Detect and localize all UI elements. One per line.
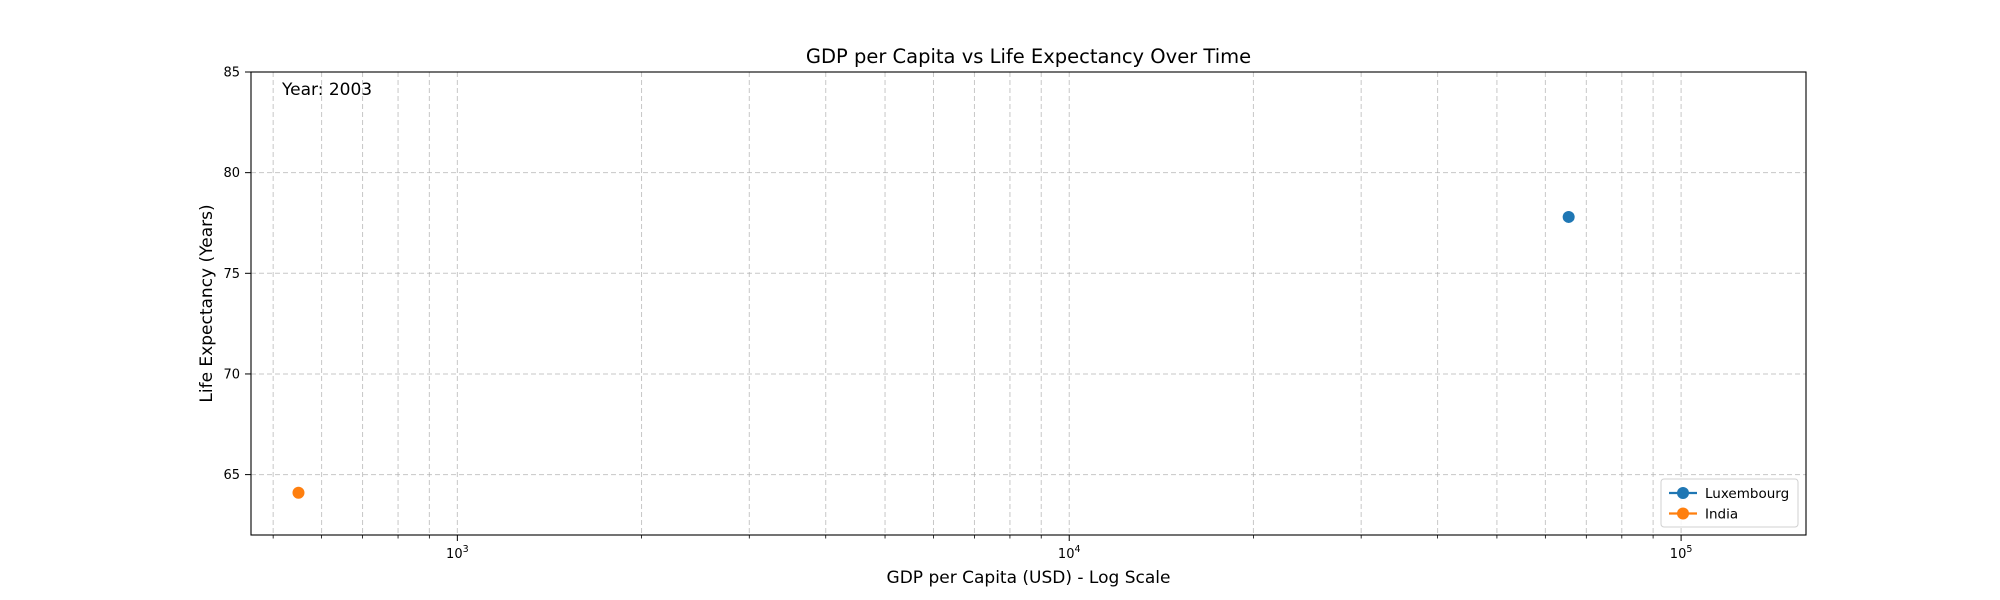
- x-tick-label: 105: [1670, 544, 1693, 562]
- plot-area: [250, 71, 1807, 536]
- y-tick-label: 80: [223, 166, 240, 181]
- legend: Luxembourg India: [1660, 478, 1799, 528]
- legend-label-india: India: [1705, 507, 1738, 523]
- legend-marker-india: [1677, 507, 1689, 520]
- data-point-luxembourg: [1562, 210, 1575, 223]
- x-tick-label: 103: [446, 544, 469, 562]
- legend-frame: [1660, 478, 1799, 528]
- y-axis-label: Life Expectancy (Years): [197, 204, 217, 402]
- legend-marker-luxembourg: [1677, 487, 1689, 499]
- x-tick-label: 104: [1058, 544, 1081, 562]
- data-points: [292, 210, 1575, 499]
- chart-title: GDP per Capita vs Life Expectancy Over T…: [806, 45, 1251, 68]
- data-point-india: [292, 486, 305, 499]
- y-tick-label: 65: [223, 468, 240, 483]
- grid: [251, 72, 1806, 535]
- legend-label-luxembourg: Luxembourg: [1705, 486, 1789, 502]
- y-tick-label: 70: [223, 367, 240, 382]
- year-annotation: Year: 2003: [281, 80, 372, 100]
- y-tick-label: 85: [223, 66, 240, 81]
- axis-ticks: 103 104 105 65 70 75 80 85: [223, 66, 1692, 563]
- y-tick-label: 75: [223, 267, 240, 282]
- x-axis-label: GDP per Capita (USD) - Log Scale: [887, 568, 1171, 588]
